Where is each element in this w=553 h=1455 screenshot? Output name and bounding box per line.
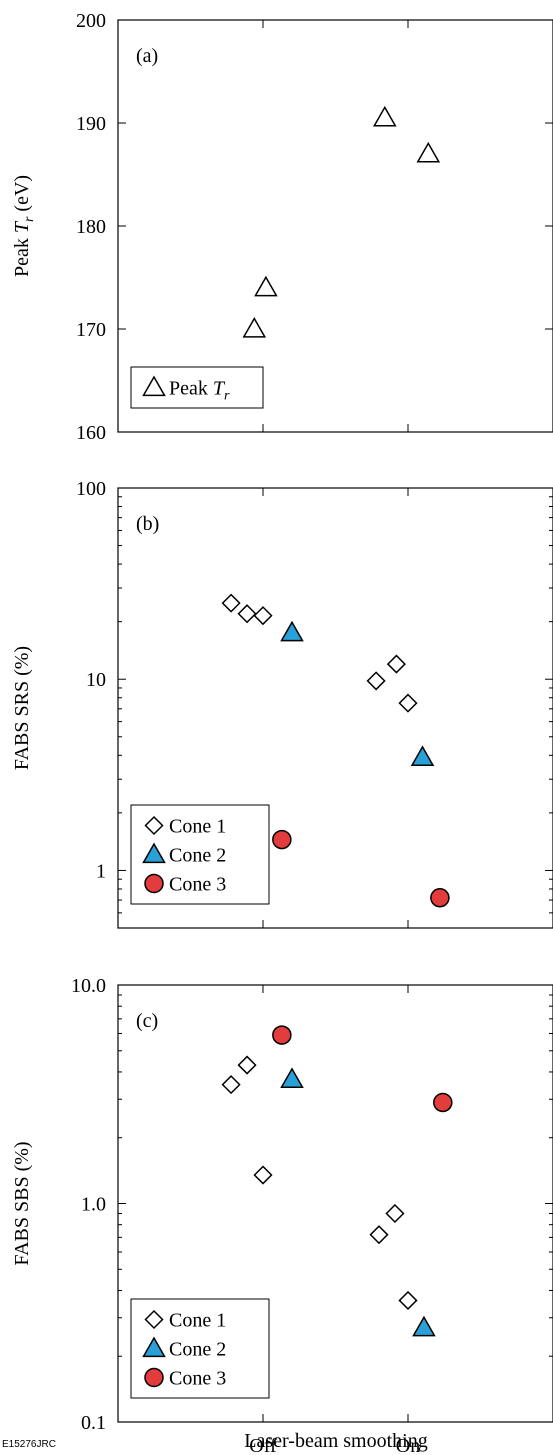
data-point-cone-1 [237,1055,257,1075]
plot-frame [117,487,553,929]
y-tick-label: 190 [76,113,106,135]
data-point-cone-3 [272,1025,292,1045]
y-tick-label: 1.0 [81,1194,106,1216]
legend-marker [142,842,166,864]
legend-label: Peak Tr [169,378,230,404]
y-tick-label: 10 [86,669,106,691]
data-point-cone-1 [253,1165,273,1185]
legend-label: Cone 3 [169,1368,226,1390]
data-point-cone-3 [272,829,292,850]
y-tick-label: 1 [96,860,106,882]
x-tick-label: On [396,1435,420,1455]
legend: Cone 1 Cone 2 Cone 3 [130,1298,270,1399]
data-point-cone-1 [237,604,257,624]
y-axis-label: FABS SRS (%) [11,646,33,770]
legend-marker [144,1367,164,1388]
data-point-cone-3 [430,887,450,908]
y-tick-label: 200 [76,10,106,32]
data-point-peak-t-r [416,141,441,163]
legend-label: Cone 3 [169,874,226,896]
data-point-cone-1 [221,1075,241,1095]
panel-label: (c) [136,1010,158,1032]
legend-label: Cone 2 [169,1339,226,1361]
x-axis-label: Laser-beam smoothing [244,1430,427,1452]
data-point-cone-2 [280,620,304,642]
data-point-peak-t-r [254,275,278,297]
data-point-cone-1 [398,1290,418,1311]
y-axis-label: Peak Tr (eV) [11,175,37,277]
data-point-cone-1 [369,1225,389,1245]
x-tick-label: Off [249,1435,277,1455]
legend-marker [144,815,164,836]
legend: Peak Tr [130,366,264,409]
y-tick-label: 170 [76,319,106,341]
y-tick-label: 100 [76,478,106,500]
data-point-cone-1 [221,593,241,613]
legend-label: Cone 2 [169,845,226,867]
y-tick-label: 160 [76,422,106,444]
legend-marker [142,1336,166,1358]
legend-label: Cone 1 [169,816,226,838]
data-point-cone-1 [398,693,418,713]
data-point-cone-2 [412,1315,436,1337]
data-point-cone-1 [385,1203,405,1224]
y-tick-label: 10.0 [71,975,106,997]
legend-marker [142,375,166,397]
chart-panel-1: 160 170 180 190 200 (a) Peak Tr (eV) Peak Tr [11,10,553,444]
data-point-cone-1 [366,671,386,691]
panel-label: (a) [136,45,158,67]
y-axis-label: FABS SBS (%) [11,1141,33,1265]
data-point-cone-2 [410,745,435,767]
data-point-cone-1 [253,606,273,626]
data-point-cone-3 [433,1092,453,1113]
data-point-peak-t-r [373,105,397,127]
data-point-cone-2 [280,1067,304,1088]
legend-marker [144,1309,164,1330]
legend: Cone 1 Cone 2 Cone 3 [130,804,270,905]
legend-label: Cone 1 [169,1310,226,1332]
y-tick-label: 180 [76,216,106,238]
data-point-peak-t-r [242,316,267,338]
legend-marker [144,873,164,894]
panel-label: (b) [136,513,159,535]
data-point-cone-1 [386,654,406,674]
y-tick-label: 0.1 [81,1412,106,1434]
figure-id: E15276JRC [2,1439,56,1450]
chart-panel-2: 1 10 100 (b) FABS SRS (%) Cone 1 Cone 2 Cone 3 [11,478,553,929]
